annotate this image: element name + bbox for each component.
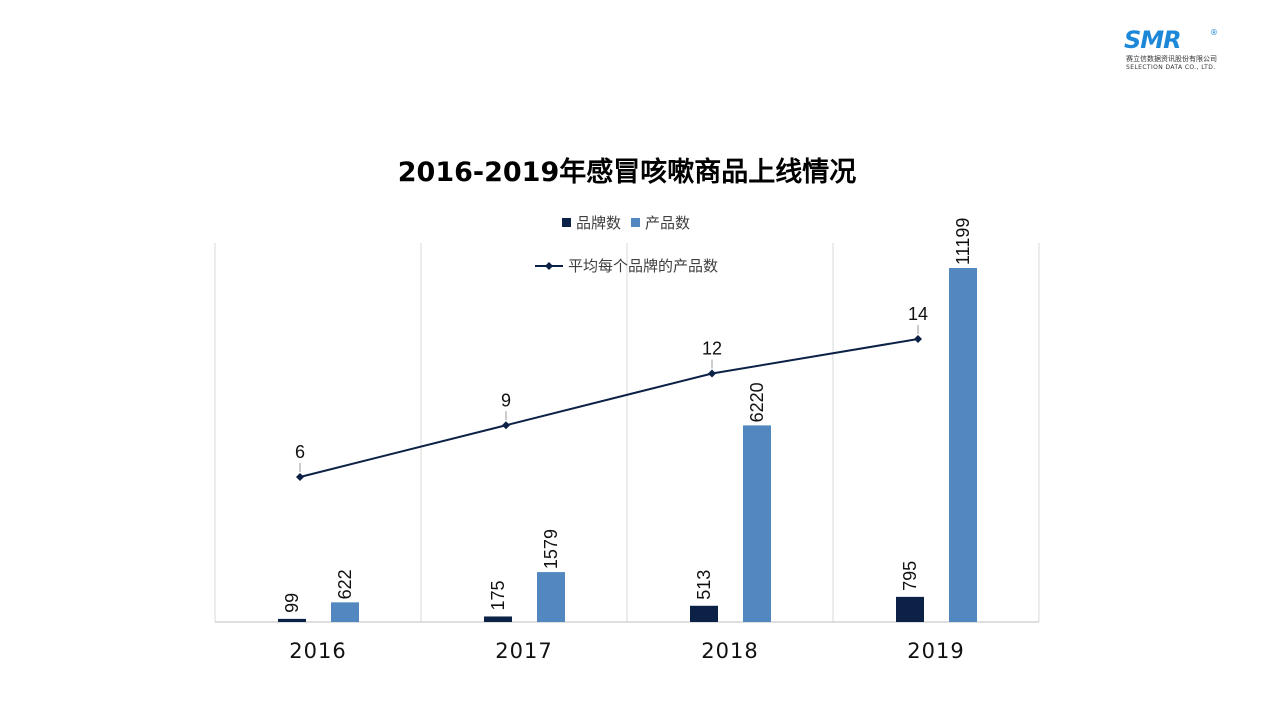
logo-company-name-cn: 赛立信数据资讯股份有限公司 xyxy=(1126,55,1217,63)
data-label-brand-count: 99 xyxy=(282,593,302,613)
line-point-marker xyxy=(502,421,510,430)
x-tick-label: 2019 xyxy=(907,639,964,663)
data-label-brand-count: 175 xyxy=(488,580,508,610)
x-tick-label: 2016 xyxy=(289,639,346,663)
legend-label-brand-count: 品牌数 xyxy=(576,214,621,232)
data-label-brand-count: 513 xyxy=(694,570,714,600)
bar-brand-count xyxy=(896,596,924,622)
x-tick-label: 2018 xyxy=(701,639,758,663)
bar-brand-count xyxy=(690,605,718,622)
line-point-marker xyxy=(708,369,716,378)
legend-swatch-product-count xyxy=(631,218,640,227)
line-point-marker xyxy=(296,473,304,481)
data-label-product-count: 6220 xyxy=(747,382,767,422)
bar-product-count xyxy=(743,425,771,622)
logo-mark: SMR xyxy=(1124,26,1182,54)
bar-product-count xyxy=(537,572,565,622)
data-label-product-count: 11199 xyxy=(953,218,973,265)
data-label-product-count: 622 xyxy=(335,569,355,599)
bar-product-count xyxy=(331,602,359,622)
data-label-avg-products: 12 xyxy=(702,339,722,359)
logo-registered-mark: ® xyxy=(1210,28,1218,37)
legend-swatch-brand-count xyxy=(562,218,571,227)
data-label-brand-count: 795 xyxy=(900,561,920,591)
bar-brand-count xyxy=(278,618,306,622)
bar-product-count xyxy=(949,268,977,622)
chart-title: 2016-2019年感冒咳嗽商品上线情况 xyxy=(397,157,857,188)
bar-brand-count xyxy=(484,616,512,622)
line-point-marker xyxy=(914,335,922,343)
logo-company-name-en: SELECTION DATA CO., LTD. xyxy=(1126,64,1216,71)
data-label-avg-products: 9 xyxy=(501,390,511,410)
data-label-product-count: 1579 xyxy=(541,529,561,569)
legend-swatch-avg-marker xyxy=(545,262,553,270)
data-label-avg-products: 6 xyxy=(295,442,305,462)
x-tick-label: 2017 xyxy=(495,639,552,663)
company-logo: SMR ® 赛立信数据资讯股份有限公司 SELECTION DATA CO., … xyxy=(1124,28,1236,74)
series-line-avg-products xyxy=(299,338,919,478)
data-label-avg-products: 14 xyxy=(908,304,928,324)
legend-label-avg-products: 平均每个品牌的产品数 xyxy=(568,257,718,275)
legend-label-product-count: 产品数 xyxy=(645,214,690,232)
